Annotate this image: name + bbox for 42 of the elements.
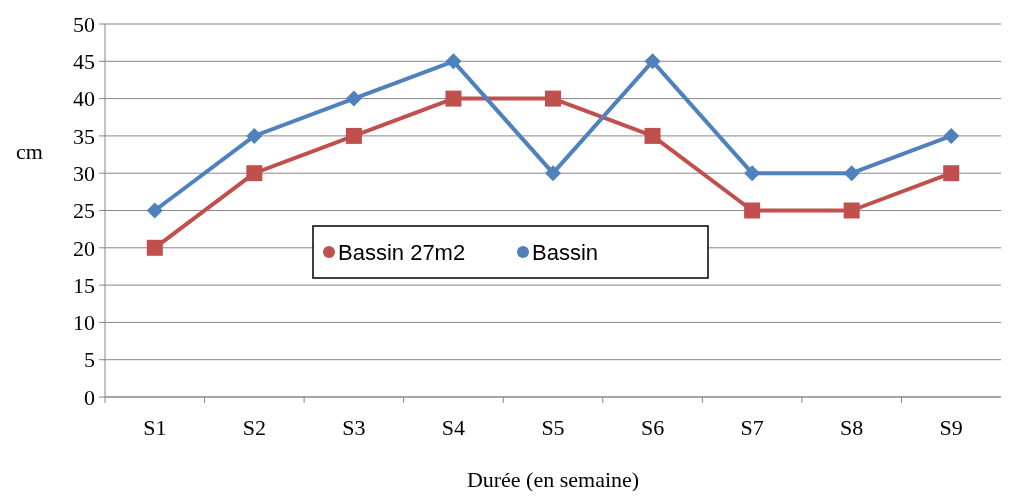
x-tick-label: S1	[143, 415, 167, 440]
point	[246, 165, 263, 182]
y-tick-label: 50	[73, 11, 95, 37]
point	[843, 202, 860, 219]
x-tick-label: S5	[541, 415, 565, 440]
y-tick-label: 45	[73, 49, 95, 74]
y-tick-label: 40	[73, 86, 95, 112]
x-tick-label: S4	[441, 415, 466, 440]
x-tick-label: S2	[242, 415, 266, 440]
point	[345, 90, 362, 107]
point	[943, 127, 960, 144]
legend-label: Bassin	[532, 239, 599, 265]
legend-label: Bassin 27m2	[338, 239, 466, 265]
y-tick-label: 15	[73, 272, 95, 298]
x-tick-label: S3	[342, 415, 366, 440]
point	[345, 127, 362, 144]
x-tick-label: S9	[939, 415, 963, 440]
point	[644, 127, 661, 144]
point	[545, 165, 561, 182]
point	[943, 165, 960, 182]
point	[843, 165, 860, 182]
y-tick-label: 35	[73, 123, 95, 149]
x-tick-label: S7	[740, 415, 764, 440]
y-tick-label: 5	[84, 347, 95, 373]
point	[545, 90, 561, 107]
point	[744, 202, 761, 219]
x-tick-label: S6	[640, 415, 665, 440]
point	[246, 127, 263, 144]
y-tick-label: 10	[73, 310, 95, 336]
x-axis-title: Durée (en semaine)	[466, 467, 640, 492]
x-tick-label: S8	[840, 415, 864, 440]
point	[644, 53, 661, 70]
y-tick-label: 0	[84, 384, 95, 410]
point	[146, 239, 163, 256]
point	[445, 90, 462, 107]
y-axis-title: cm	[16, 138, 43, 164]
point	[744, 165, 761, 182]
point	[146, 202, 163, 219]
y-tick-label: 20	[73, 235, 95, 261]
y-tick-label: 30	[73, 160, 95, 186]
point	[445, 53, 462, 70]
y-tick-label: 25	[73, 198, 95, 224]
